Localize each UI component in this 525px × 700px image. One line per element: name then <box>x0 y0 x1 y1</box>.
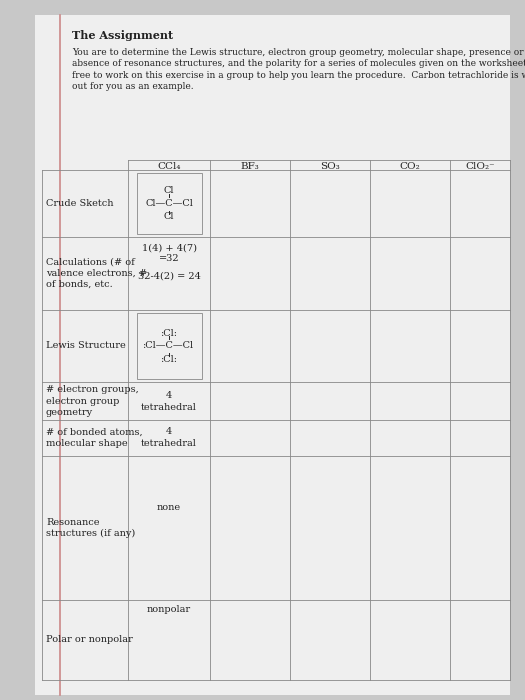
Text: Lewis Structure: Lewis Structure <box>46 342 126 351</box>
Text: 32-4(2) = 24: 32-4(2) = 24 <box>138 272 201 281</box>
Text: :Cl:: :Cl: <box>161 328 177 337</box>
Text: none: none <box>157 503 181 512</box>
Text: =32: =32 <box>159 254 180 263</box>
Text: CO₂: CO₂ <box>400 162 421 171</box>
Text: SO₃: SO₃ <box>320 162 340 171</box>
Text: You are to determine the Lewis structure, electron group geometry, molecular sha: You are to determine the Lewis structure… <box>72 48 525 92</box>
Text: Polar or nonpolar: Polar or nonpolar <box>46 636 133 645</box>
Text: # electron groups,
electron group
geometry: # electron groups, electron group geomet… <box>46 386 139 416</box>
Text: CCl₄: CCl₄ <box>158 162 181 171</box>
Text: nonpolar: nonpolar <box>147 606 191 615</box>
Bar <box>136 313 202 379</box>
Text: 4: 4 <box>166 428 172 437</box>
Bar <box>136 173 202 234</box>
Text: ClO₂⁻: ClO₂⁻ <box>465 162 495 171</box>
Text: Calculations (# of
valence electrons, #
of bonds, etc.: Calculations (# of valence electrons, # … <box>46 258 147 289</box>
Text: tetrahedral: tetrahedral <box>141 440 197 449</box>
Text: Cl—C—Cl: Cl—C—Cl <box>145 199 193 208</box>
Text: 1(4) + 4(7): 1(4) + 4(7) <box>142 244 196 253</box>
Text: :Cl—C—Cl: :Cl—C—Cl <box>143 342 195 351</box>
Text: The Assignment: The Assignment <box>72 30 173 41</box>
Text: Resonance
structures (if any): Resonance structures (if any) <box>46 518 135 538</box>
Text: BF₃: BF₃ <box>240 162 259 171</box>
Text: Cl: Cl <box>164 212 174 221</box>
Text: :Cl:: :Cl: <box>161 354 177 363</box>
Text: 4: 4 <box>166 391 172 400</box>
Text: Cl: Cl <box>164 186 174 195</box>
Text: tetrahedral: tetrahedral <box>141 402 197 412</box>
Text: # of bonded atoms,
molecular shape: # of bonded atoms, molecular shape <box>46 428 143 448</box>
Text: Crude Sketch: Crude Sketch <box>46 199 113 208</box>
